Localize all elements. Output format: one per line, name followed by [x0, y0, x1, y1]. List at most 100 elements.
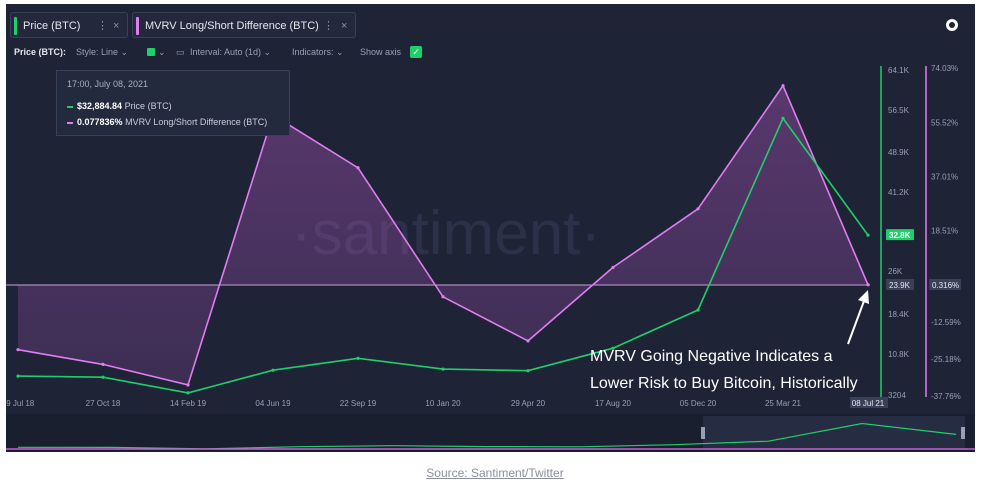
tooltip-price-name: Price (BTC) — [124, 101, 172, 111]
x-tick-label: 10 Jan 20 — [425, 399, 461, 408]
annotation-line2: Lower Risk to Buy Bitcoin, Historically — [590, 375, 858, 392]
x-tick-label: 22 Sep 19 — [340, 399, 377, 408]
source-link[interactable]: Source: Santiment/Twitter — [426, 466, 564, 480]
annotation-arrow — [847, 300, 865, 345]
axis-badges: 32.8K 23.9K 0.316% — [886, 229, 961, 290]
mvrv-point — [356, 166, 360, 170]
tooltip-mvrv-name: MVRV Long/Short Difference (BTC) — [125, 117, 268, 127]
interval-dropdown[interactable]: Interval: Auto (1d) ⌄ — [190, 47, 272, 57]
price-current-badge — [886, 229, 914, 241]
price-point — [186, 391, 190, 395]
show-axis-checkbox[interactable]: ✓ — [410, 46, 422, 58]
price-tick-label: 3204 — [888, 391, 906, 400]
close-icon[interactable]: × — [113, 20, 120, 32]
style-dropdown-label: Style: Line — [76, 47, 119, 57]
mvrv-axis: 74.03% 55.52% 37.01% 18.51% -12.59% -25.18% -3… — [931, 64, 961, 401]
mvrv-point — [101, 362, 105, 366]
price-tick-label: 56.5K — [888, 106, 910, 115]
x-tick-label: 27 Oct 18 — [86, 399, 121, 408]
tooltip-price-value: $32,884.84 — [77, 101, 123, 111]
price-point — [441, 367, 445, 371]
price-point — [101, 375, 105, 379]
more-icon[interactable]: ⋮ — [97, 20, 108, 32]
tab-price-label: Price (BTC) — [23, 20, 81, 32]
calendar-icon: ▭ — [176, 47, 185, 57]
interval-dropdown-label: Interval: Auto (1d) — [190, 47, 262, 57]
series-color-indicator — [14, 17, 17, 35]
mvrv-tick-label: -37.76% — [931, 392, 961, 401]
price-point — [356, 356, 360, 360]
x-tick-label: 29 Apr 20 — [511, 399, 546, 408]
tab-price[interactable]: Price (BTC) ⋮ × — [10, 12, 128, 38]
mvrv-point — [186, 383, 190, 387]
price-point — [611, 346, 615, 350]
mvrv-current-label: 0.316% — [932, 281, 959, 290]
price-current-label: 32.8K — [889, 231, 911, 240]
price-tick-label: 41.2K — [888, 188, 910, 197]
chart-svg[interactable]: ·santiment· 64.1K56.5K48.9K41.2K26K18.4K… — [6, 4, 975, 452]
price-point — [16, 374, 20, 378]
legend-dot-price — [67, 105, 73, 108]
series-label: Price (BTC): — [14, 47, 67, 57]
crosshair-tooltip: 17:00, July 08, 2021 $32,884.84 Price (B… — [56, 70, 290, 136]
x-tick-label: 08 Jul 21 — [852, 399, 885, 408]
mvrv-point — [866, 283, 870, 287]
mvrv-tick-label: -25.18% — [931, 355, 961, 364]
more-icon[interactable]: ⋮ — [323, 20, 334, 32]
price-tick-label: 18.4K — [888, 310, 910, 319]
annotation-line1: MVRV Going Negative Indicates a — [590, 348, 833, 365]
price-point — [696, 308, 700, 312]
x-tick-label: 14 Feb 19 — [170, 399, 207, 408]
tooltip-mvrv-row: 0.077836% MVRV Long/Short Difference (BT… — [67, 117, 267, 127]
x-tick-label: 04 Jun 19 — [255, 399, 291, 408]
mvrv-point — [526, 339, 530, 343]
indicators-dropdown[interactable]: Indicators: ⌄ — [292, 47, 344, 57]
price-tick-label: 26K — [888, 267, 903, 276]
price-point — [526, 369, 530, 373]
mvrv-point — [696, 207, 700, 211]
style-dropdown[interactable]: Style: Line ⌄ — [76, 47, 129, 57]
tooltip-date: 17:00, July 08, 2021 — [67, 79, 149, 89]
price-point — [271, 368, 275, 372]
close-icon[interactable]: × — [341, 20, 348, 32]
mvrv-tick-label: 37.01% — [931, 173, 958, 182]
mvrv-tick-label: 18.51% — [931, 227, 958, 236]
mvrv-area — [18, 85, 868, 385]
x-tick-label: 17 Aug 20 — [595, 399, 632, 408]
series-color-indicator — [136, 17, 139, 35]
tab-mvrv-label: MVRV Long/Short Difference (BTC) — [145, 20, 319, 32]
x-axis: 09 Jul 18 27 Oct 18 14 Feb 19 04 Jun 19 22 S… — [6, 397, 888, 408]
navigator-handle-right[interactable] — [961, 427, 965, 439]
x-tick-label: 25 Mar 21 — [765, 399, 802, 408]
price-point — [781, 116, 785, 120]
source-caption[interactable]: Source: Santiment/Twitter — [0, 466, 990, 480]
x-tick-label: 09 Jul 18 — [6, 399, 35, 408]
tooltip-mvrv-value: 0.077836% — [77, 117, 123, 127]
chevron-down-icon[interactable]: ⌄ — [158, 47, 166, 57]
show-axis-label: Show axis — [360, 47, 402, 57]
series-toolbar: Price (BTC): Style: Line ⌄ ⌄ ▭ Interval:… — [14, 44, 454, 62]
navigator-handle-left[interactable] — [701, 427, 705, 439]
price-tick-label: 10.8K — [888, 350, 910, 359]
indicators-dropdown-label: Indicators: — [292, 47, 334, 57]
mvrv-point — [781, 84, 785, 88]
tooltip-price-row: $32,884.84 Price (BTC) — [67, 101, 172, 111]
mvrv-point — [611, 265, 615, 270]
navigator-window[interactable] — [703, 416, 965, 449]
price-axis: 64.1K 56.5K 48.9K 41.2K 26K 18.4K 10.8K 3204 — [888, 66, 910, 400]
chart-frame: Price (BTC) ⋮ × MVRV Long/Short Differen… — [6, 4, 975, 452]
color-swatch[interactable] — [147, 48, 155, 56]
price-crosshair-label: 23.9K — [889, 281, 911, 290]
price-tick-label: 48.9K — [888, 148, 910, 157]
mvrv-point — [16, 348, 20, 352]
mvrv-tick-label: -12.59% — [931, 318, 961, 327]
mvrv-point — [441, 295, 445, 299]
mvrv-current-badge — [929, 279, 961, 290]
arrow-head — [858, 290, 869, 304]
x-tick-highlight — [850, 397, 888, 408]
tab-mvrv[interactable]: MVRV Long/Short Difference (BTC) ⋮ × — [132, 12, 356, 38]
settings-icon[interactable] — [946, 19, 958, 31]
price-point — [866, 233, 870, 237]
x-tick-label: 05 Dec 20 — [680, 399, 717, 408]
mvrv-tick-label: 55.52% — [931, 118, 958, 127]
